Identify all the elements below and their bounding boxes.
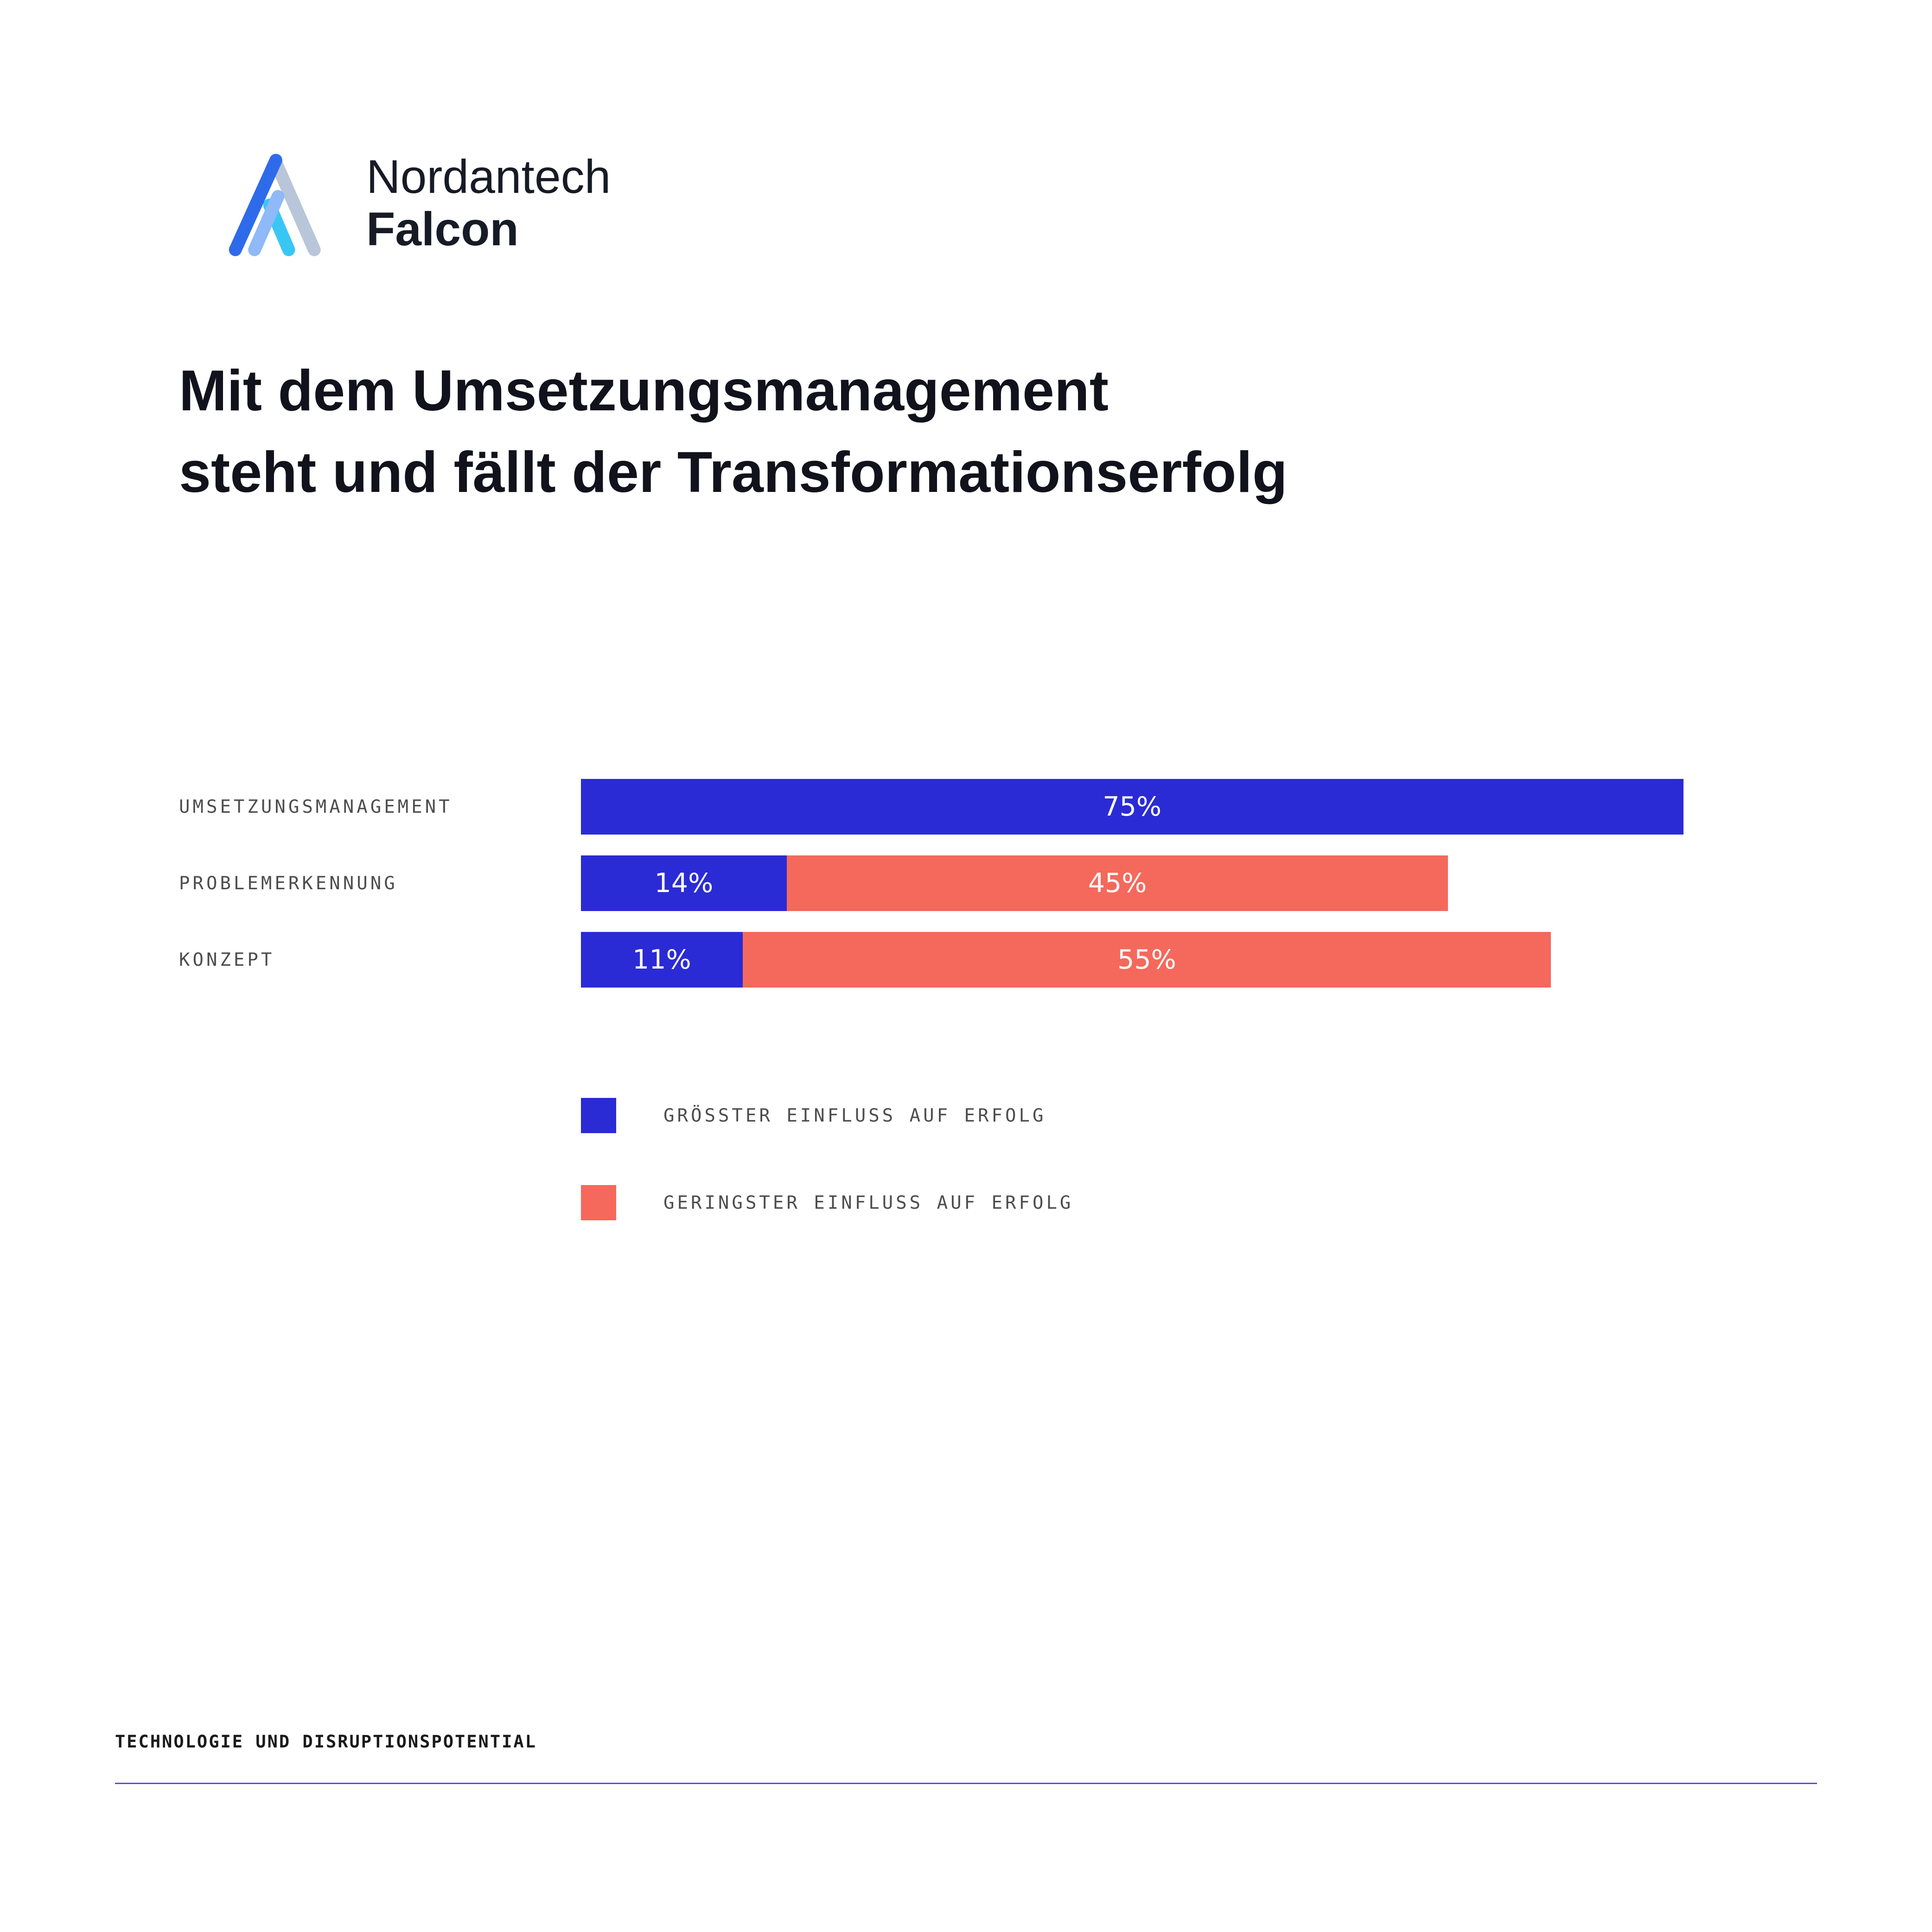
- chart-row: KONZEPT 11% 55%: [179, 932, 1683, 988]
- chart-row: UMSETZUNGSMANAGEMENT 75%: [179, 779, 1683, 835]
- page-title-line2: steht und fällt der Transformationserfol…: [179, 440, 1288, 505]
- logo: Nordantech Falcon: [223, 148, 611, 257]
- footer-caption: TECHNOLOGIE UND DISRUPTIONSPOTENTIAL: [115, 1732, 537, 1752]
- page-title-line1: Mit dem Umsetzungsmanagement: [179, 359, 1109, 423]
- bar-value-label: 14%: [654, 868, 714, 899]
- legend-item: GRÖSSTER EINFLUSS AUF ERFOLG: [581, 1098, 1073, 1133]
- bar-segment-primary: 14%: [581, 855, 787, 911]
- chart-legend: GRÖSSTER EINFLUSS AUF ERFOLG GERINGSTER …: [581, 1098, 1073, 1272]
- category-label: UMSETZUNGSMANAGEMENT: [179, 796, 453, 817]
- category-label: PROBLEMERKENNUNG: [179, 873, 398, 894]
- bar-group: 11% 55%: [581, 932, 1551, 988]
- bar-value-label: 55%: [1117, 944, 1176, 975]
- footer-rule: [115, 1783, 1817, 1784]
- bar-group: 14% 45%: [581, 855, 1448, 911]
- bar-segment-secondary: 45%: [786, 855, 1448, 911]
- bar-segment-primary: 75%: [581, 779, 1683, 835]
- legend-label: GERINGSTER EINFLUSS AUF ERFOLG: [663, 1192, 1074, 1213]
- legend-label: GRÖSSTER EINFLUSS AUF ERFOLG: [663, 1105, 1046, 1126]
- bar-value-label: 45%: [1088, 868, 1147, 899]
- bar-group: 75%: [581, 779, 1683, 835]
- bar-value-label: 11%: [632, 944, 691, 975]
- stacked-bar-chart: UMSETZUNGSMANAGEMENT 75% PROBLEMERKENNUN…: [179, 779, 1683, 1008]
- legend-swatch-secondary: [581, 1185, 616, 1220]
- category-label: KONZEPT: [179, 949, 275, 970]
- logo-text: Nordantech Falcon: [366, 151, 611, 255]
- page-title: Mit dem Umsetzungsmanagement steht und f…: [179, 350, 1288, 513]
- legend-swatch-primary: [581, 1098, 616, 1133]
- bar-segment-primary: 11%: [581, 932, 743, 988]
- chart-row: PROBLEMERKENNUNG 14% 45%: [179, 855, 1683, 911]
- legend-item: GERINGSTER EINFLUSS AUF ERFOLG: [581, 1185, 1073, 1220]
- bar-value-label: 75%: [1103, 791, 1162, 822]
- nordantech-logo-icon: [229, 153, 321, 256]
- brand-name: Nordantech: [366, 150, 611, 204]
- product-name: Falcon: [366, 202, 519, 255]
- bar-segment-secondary: 55%: [742, 932, 1551, 988]
